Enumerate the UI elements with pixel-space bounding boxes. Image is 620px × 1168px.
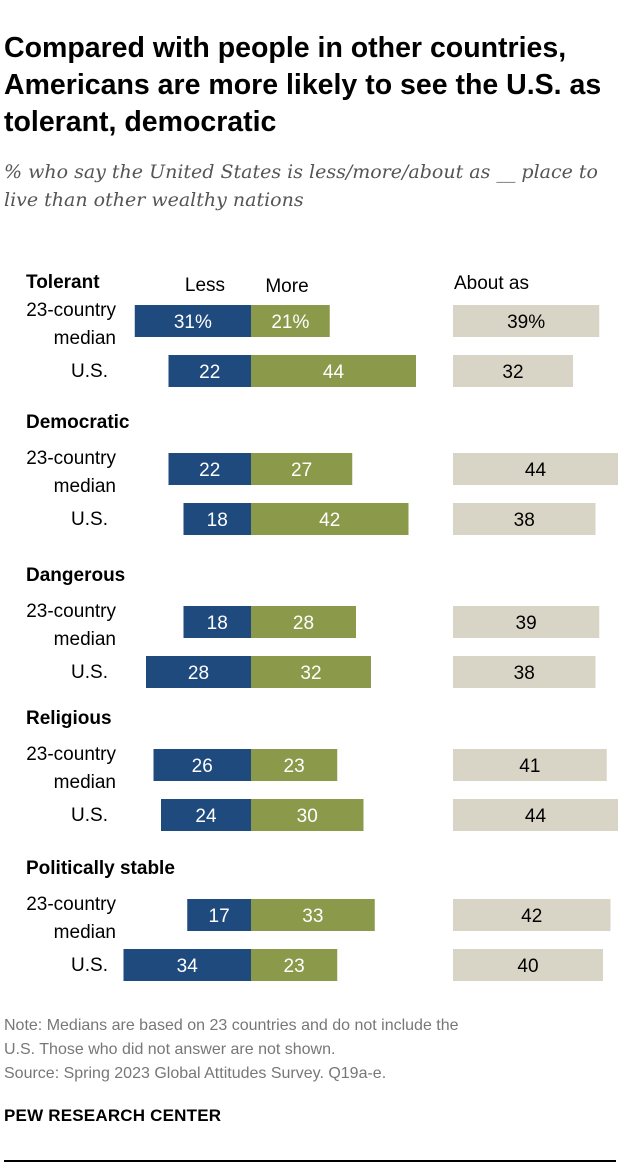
row-label: median — [54, 629, 116, 650]
row-label: median — [54, 922, 116, 943]
value-label-less: 24 — [195, 806, 217, 827]
row-label: median — [54, 476, 116, 497]
value-label-less: 28 — [188, 663, 209, 684]
chart-notes: Note: Medians are based on 23 countries … — [4, 1014, 604, 1086]
row-label: U.S. — [71, 955, 108, 976]
value-label-about: 32 — [502, 362, 523, 383]
bar-about — [453, 949, 603, 981]
row-label: median — [54, 328, 116, 349]
value-label-about: 41 — [519, 756, 540, 777]
bar-less — [123, 949, 251, 981]
row-label: 23-country — [26, 894, 116, 915]
value-label-about: 38 — [514, 510, 535, 531]
value-label-more: 23 — [284, 756, 305, 777]
value-label-more: 23 — [284, 956, 305, 977]
diverging-bar-chart: Less More About as Tolerant 23-country median… — [26, 272, 618, 981]
legend-about: About as — [454, 273, 529, 294]
bar-about — [453, 656, 596, 688]
chart-subtitle: % who say the United States is less/more… — [4, 161, 598, 211]
bar-more — [251, 606, 356, 638]
source-line: Source: Spring 2023 Global Attitudes Sur… — [4, 1065, 387, 1082]
row-label: U.S. — [71, 509, 108, 530]
note-line-2: U.S. Those who did not answer are not sh… — [4, 1041, 336, 1058]
value-label-about: 44 — [525, 806, 547, 827]
bar-less — [153, 749, 251, 781]
row-label: 23-country — [26, 300, 116, 321]
value-label-less: 18 — [207, 613, 228, 634]
bar-less — [168, 355, 251, 387]
value-label-more: 30 — [297, 806, 318, 827]
group-label: Politically stable — [26, 858, 175, 879]
value-label-less: 22 — [199, 362, 220, 383]
bar-more — [251, 899, 375, 931]
value-label-less: 31% — [174, 312, 212, 333]
bar-about — [453, 799, 618, 831]
group-label: Democratic — [26, 412, 130, 433]
value-label-about: 42 — [521, 906, 542, 927]
bar-less — [183, 503, 251, 535]
group-label: Tolerant — [26, 272, 100, 293]
legend-more: More — [265, 276, 308, 297]
row-label: median — [54, 772, 116, 793]
bar-more — [251, 503, 409, 535]
value-label-about: 38 — [514, 663, 535, 684]
group-label: Dangerous — [26, 565, 125, 586]
value-label-more: 32 — [300, 663, 321, 684]
value-label-about: 39 — [516, 613, 537, 634]
row-label: U.S. — [71, 662, 108, 683]
bar-more — [251, 453, 353, 485]
value-label-more: 33 — [302, 906, 323, 927]
value-label-about: 40 — [517, 956, 538, 977]
legend-less: Less — [185, 275, 225, 296]
value-label-more: 44 — [323, 362, 345, 383]
brand-name: PEW RESEARCH CENTER — [4, 1106, 222, 1125]
row-label: 23-country — [26, 744, 116, 765]
bar-more — [251, 656, 371, 688]
value-label-about: 44 — [525, 460, 547, 481]
bar-less — [187, 899, 251, 931]
bar-more — [251, 355, 416, 387]
value-label-less: 18 — [207, 510, 228, 531]
bar-about — [453, 305, 600, 337]
value-label-less: 17 — [209, 906, 230, 927]
row-label: U.S. — [71, 805, 108, 826]
value-label-less: 34 — [177, 956, 199, 977]
row-label: 23-country — [26, 448, 116, 469]
value-label-less: 26 — [192, 756, 213, 777]
value-label-more: 27 — [291, 460, 312, 481]
value-label-more: 21% — [271, 312, 309, 333]
value-label-more: 28 — [293, 613, 314, 634]
bar-about — [453, 453, 618, 485]
value-label-about: 39% — [507, 312, 545, 333]
bar-about — [453, 355, 573, 387]
bar-more — [251, 305, 330, 337]
row-label: U.S. — [71, 361, 108, 382]
bar-about — [453, 606, 600, 638]
bottom-rule — [4, 1160, 616, 1162]
note-line-1: Note: Medians are based on 23 countries … — [4, 1017, 459, 1034]
value-label-more: 42 — [319, 510, 340, 531]
value-label-less: 22 — [199, 460, 220, 481]
bar-less — [183, 606, 251, 638]
bar-less — [168, 453, 251, 485]
bar-more — [251, 949, 338, 981]
bar-more — [251, 749, 338, 781]
group-label: Religious — [26, 708, 112, 729]
bar-less — [134, 305, 251, 337]
bar-about — [453, 899, 611, 931]
chart-title: Compared with people in other countries,… — [4, 32, 602, 138]
bar-less — [146, 656, 251, 688]
bar-about — [453, 749, 607, 781]
bar-less — [161, 799, 251, 831]
bar-about — [453, 503, 596, 535]
row-label: 23-country — [26, 601, 116, 622]
bar-more — [251, 799, 364, 831]
